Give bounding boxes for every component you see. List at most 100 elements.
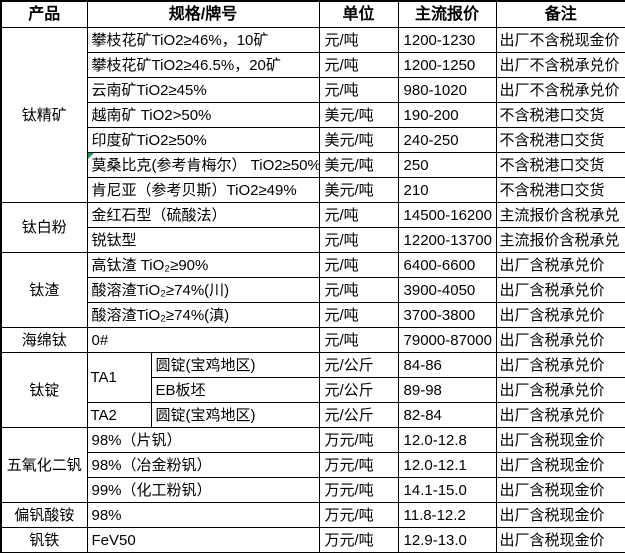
table-row: 钛渣 高钛渣 TiO₂≥90% 元/吨 6400-6600 出厂含税承兑价 [0,252,625,328]
price-cell: 980-1020 [397,77,497,103]
grade-cell: TA1 [86,352,152,403]
table-row: 五氧化二钒 98%（片钒） 万元/吨 12.0-12.8 出厂含税现金价 [0,427,625,503]
remark-cell: 不含税港口交货 [495,152,625,178]
spec-cell: 99%（化工粉钒） [86,477,320,503]
price-cell: 250 [397,152,497,178]
spec-cell: 酸溶渣TiO₂≥74%(川) [86,277,320,303]
table-row: TA2 圆锭(宝鸡地区) 元/公斤 82-84 出厂含税承兑价 [1,402,625,428]
price-cell: 89-98 [397,377,497,403]
remark-cell: 出厂含税现金价 [495,427,625,453]
spec-cell: 0# [86,327,320,353]
unit-cell: 万元/吨 [318,527,399,553]
remark-cell: 出厂不含税承兑价 [495,52,625,78]
price-cell: 84-86 [397,352,497,378]
spec-text: 莫桑比克(参考肯梅尔） TiO2≥50% [91,156,320,174]
unit-cell: 元/吨 [318,252,399,278]
unit-cell: 元/吨 [318,52,399,78]
table-row: 攀枝花矿TiO2≥46.5%，20矿 元/吨 1200-1250 出厂不含税承兑… [1,52,625,78]
remark-cell: 出厂含税承兑价 [495,252,625,278]
spec-cell: 印度矿TiO2≥50% [86,127,320,153]
remark-cell: 主流报价含税承兑 [495,227,625,253]
remark-cell: 主流报价含税承兑 [495,202,625,228]
table-row: 钒铁 FeV50 万元/吨 12.9-13.0 出厂含税现金价 [0,527,625,553]
unit-cell: 元/吨 [318,327,399,353]
unit-cell: 万元/吨 [318,477,399,503]
remark-cell: 出厂含税承兑价 [495,327,625,353]
unit-cell: 元/吨 [318,202,399,228]
spec-cell: 攀枝花矿TiO2≥46%，10矿 [86,27,320,53]
spec-cell: 98%（片钒） [86,427,320,453]
unit-cell: 万元/吨 [318,452,399,478]
unit-cell: 美元/吨 [318,152,399,178]
header-spec: 规格/牌号 [86,0,320,28]
product-group-titanium-concentrate: 钛精矿 [0,27,88,203]
remark-cell: 出厂含税现金价 [495,502,625,528]
spec-cell: 攀枝花矿TiO2≥46.5%，20矿 [86,52,320,78]
remark-cell: 出厂不含税现金价 [495,27,625,53]
spec-cell: 酸溶渣TiO₂≥74%(滇) [86,302,320,328]
price-cell: 190-200 [397,102,497,128]
table-row: 海绵钛 0# 元/吨 79000-87000 出厂含税承兑价 [0,327,625,353]
header-remark: 备注 [495,0,625,28]
price-cell: 240-250 [397,127,497,153]
table-row: 偏钒酸铵 98% 万元/吨 11.8-12.2 出厂含税现金价 [0,502,625,528]
table-row: 钛锭 TA1 圆锭(宝鸡地区) 元/公斤 84-86 出厂含税承兑价 [0,352,625,428]
table-row: 酸溶渣TiO₂≥74%(滇) 元/吨 3700-3800 出厂含税承兑价 [1,302,625,328]
table-row: 酸溶渣TiO₂≥74%(川) 元/吨 3900-4050 出厂含税承兑价 [1,277,625,303]
remark-cell: 出厂含税现金价 [495,477,625,503]
header-unit: 单位 [318,0,399,28]
table-row: 99%（化工粉钒） 万元/吨 14.1-15.0 出厂含税现金价 [1,477,625,503]
table-row: 越南矿 TiO2>50% 美元/吨 190-200 不含税港口交货 [1,102,625,128]
spec-cell: 莫桑比克(参考肯梅尔） TiO2≥50% [86,152,320,178]
unit-cell: 元/公斤 [318,377,399,403]
table-row: 印度矿TiO2≥50% 美元/吨 240-250 不含税港口交货 [1,127,625,153]
remark-cell: 出厂含税承兑价 [495,402,625,428]
price-cell: 14500-16200 [397,202,497,228]
product-group-titanium-slag: 钛渣 [0,252,88,328]
table-row: 云南矿TiO2≥45% 元/吨 980-1020 出厂不含税承兑价 [1,77,625,103]
price-cell: 82-84 [397,402,497,428]
price-cell: 14.1-15.0 [397,477,497,503]
product-group-vanadium-pentoxide: 五氧化二钒 [0,427,88,503]
remark-cell: 出厂含税现金价 [495,452,625,478]
excel-error-indicator-icon [88,153,94,159]
unit-cell: 美元/吨 [318,127,399,153]
price-cell: 12.0-12.8 [397,427,497,453]
spec-cell: 98%（冶金粉钒） [86,452,320,478]
price-cell: 3700-3800 [397,302,497,328]
remark-cell: 不含税港口交货 [495,127,625,153]
product-group-titanium-sponge: 海绵钛 [0,327,88,353]
table-row: 钛白粉 金红石型（硫酸法） 元/吨 14500-16200 主流报价含税承兑 [0,202,625,253]
spec-cell: 金红石型（硫酸法） [86,202,320,228]
table-row: 肯尼亚（参考贝斯）TiO2≥49% 美元/吨 210 不含税港口交货 [1,177,625,203]
price-cell: 12.0-12.1 [397,452,497,478]
header-product: 产品 [0,0,88,28]
remark-cell: 出厂含税承兑价 [495,302,625,328]
unit-cell: 元/吨 [318,302,399,328]
spec-cell: 肯尼亚（参考贝斯）TiO2≥49% [86,177,320,203]
unit-cell: 元/吨 [318,227,399,253]
spec-cell: 锐钛型 [86,227,320,253]
unit-cell: 万元/吨 [318,502,399,528]
unit-cell: 元/吨 [318,77,399,103]
table-row: 锐钛型 元/吨 12200-13700 主流报价含税承兑 [1,227,625,253]
grade-cell: TA2 [86,402,152,428]
spec-cell: 高钛渣 TiO₂≥90% [86,252,320,278]
price-cell: 6400-6600 [397,252,497,278]
table-row: 98%（冶金粉钒） 万元/吨 12.0-12.1 出厂含税现金价 [1,452,625,478]
unit-cell: 万元/吨 [318,427,399,453]
unit-cell: 元/公斤 [318,402,399,428]
product-group-ammonium-metavanadate: 偏钒酸铵 [0,502,88,528]
spec-cell: EB板坯 [150,377,320,403]
unit-cell: 元/吨 [318,27,399,53]
product-group-ferrovanadium: 钒铁 [0,527,88,553]
table-row: 莫桑比克(参考肯梅尔） TiO2≥50% 美元/吨 250 不含税港口交货 [1,152,625,178]
spec-cell: 圆锭(宝鸡地区) [150,402,320,428]
table-header-row: 产品 规格/牌号 单位 主流报价 备注 [0,0,625,28]
header-price: 主流报价 [397,0,497,28]
price-cell: 1200-1230 [397,27,497,53]
table-row: 钛精矿 攀枝花矿TiO2≥46%，10矿 元/吨 1200-1230 出厂不含税… [0,27,625,203]
remark-cell: 不含税港口交货 [495,177,625,203]
